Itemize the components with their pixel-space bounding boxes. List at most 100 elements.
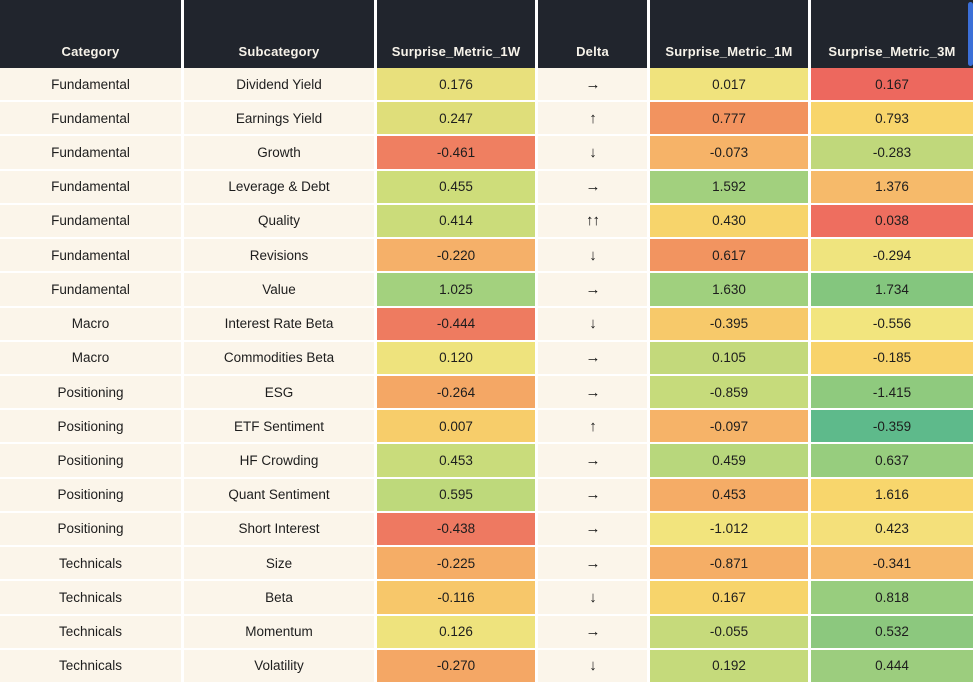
category-cell: Fundamental — [0, 102, 184, 137]
metric-3m-cell: 1.616 — [811, 478, 973, 513]
category-cell: Fundamental — [0, 68, 184, 103]
metric-1w-cell: -0.264 — [377, 375, 538, 411]
metric-1w-cell: 0.007 — [377, 410, 538, 445]
metric-1m-cell: 0.777 — [650, 102, 811, 137]
metric-1m-cell: -0.859 — [650, 375, 811, 411]
metric-1m-cell: -0.055 — [650, 615, 811, 650]
subcategory-cell: Size — [184, 547, 377, 582]
table-row: Technicals Beta -0.116 ↓ 0.167 0.818 — [0, 581, 973, 616]
delta-cell: → — [538, 68, 650, 103]
table-row: Positioning ESG -0.264 → -0.859 -1.415 — [0, 375, 973, 411]
delta-cell: → — [538, 615, 650, 650]
metric-1m-cell: 1.592 — [650, 170, 811, 205]
delta-cell: → — [538, 273, 650, 308]
subcategory-cell: Growth — [184, 136, 377, 171]
metric-1m-cell: -0.395 — [650, 307, 811, 342]
metric-3m-cell: 0.532 — [811, 615, 973, 650]
metric-1w-cell: 1.025 — [377, 273, 538, 308]
delta-cell: ↑↑ — [538, 204, 650, 240]
delta-cell: ↑ — [538, 410, 650, 445]
metric-3m-cell: -0.294 — [811, 239, 973, 274]
subcategory-cell: Value — [184, 273, 377, 308]
table-row: Fundamental Earnings Yield 0.247 ↑ 0.777 0.79… — [0, 102, 973, 137]
subcategory-cell: Quant Sentiment — [184, 478, 377, 513]
subcategory-cell: Interest Rate Beta — [184, 307, 377, 342]
metric-3m-cell: 1.734 — [811, 273, 973, 308]
metric-1m-cell: 1.630 — [650, 273, 811, 308]
metric-1w-cell: -0.270 — [377, 649, 538, 684]
subcategory-cell: Beta — [184, 581, 377, 616]
table-row: Technicals Size -0.225 → -0.871 -0.341 — [0, 547, 973, 582]
category-cell: Fundamental — [0, 136, 184, 171]
metric-1w-cell: 0.126 — [377, 615, 538, 650]
metric-3m-cell: 0.038 — [811, 204, 973, 240]
table-body: Fundamental Dividend Yield 0.176 → 0.017 0.16… — [0, 68, 973, 684]
table-row: Technicals Volatility -0.270 ↓ 0.192 0.444 — [0, 649, 973, 684]
category-cell: Positioning — [0, 512, 184, 548]
category-cell: Positioning — [0, 478, 184, 513]
subcategory-cell: ETF Sentiment — [184, 410, 377, 445]
table-row: Technicals Momentum 0.126 → -0.055 0.532 — [0, 615, 973, 650]
category-cell: Positioning — [0, 444, 184, 479]
metric-3m-cell: 0.793 — [811, 102, 973, 137]
metric-1w-cell: -0.220 — [377, 239, 538, 274]
metric-1m-cell: -0.871 — [650, 547, 811, 582]
metric-3m-cell: 0.167 — [811, 68, 973, 103]
metric-1m-cell: -1.012 — [650, 512, 811, 548]
metric-1m-cell: 0.167 — [650, 581, 811, 616]
column-header-subcategory: Subcategory — [184, 0, 377, 68]
category-cell: Fundamental — [0, 273, 184, 308]
subcategory-cell: ESG — [184, 375, 377, 411]
metric-3m-cell: -1.415 — [811, 375, 973, 411]
metric-1w-cell: 0.247 — [377, 102, 538, 137]
metric-1w-cell: -0.116 — [377, 581, 538, 616]
column-header-delta: Delta — [538, 0, 650, 68]
delta-cell: ↓ — [538, 649, 650, 684]
metric-1m-cell: 0.017 — [650, 68, 811, 103]
metric-3m-cell: -0.341 — [811, 547, 973, 582]
metric-1w-cell: 0.414 — [377, 204, 538, 240]
delta-cell: → — [538, 341, 650, 376]
table-header-row: Category Subcategory Surprise_Metric_1W … — [0, 0, 973, 68]
table-row: Positioning ETF Sentiment 0.007 ↑ -0.097 -0.3… — [0, 410, 973, 445]
table-row: Fundamental Leverage & Debt 0.455 → 1.592 1.3… — [0, 170, 973, 205]
subcategory-cell: Revisions — [184, 239, 377, 274]
delta-cell: ↓ — [538, 581, 650, 616]
category-cell: Technicals — [0, 547, 184, 582]
category-cell: Fundamental — [0, 204, 184, 240]
metric-3m-cell: 0.637 — [811, 444, 973, 479]
metric-1w-cell: 0.120 — [377, 341, 538, 376]
table-row: Fundamental Growth -0.461 ↓ -0.073 -0.283 — [0, 136, 973, 171]
column-header-surprise-3m: Surprise_Metric_3M — [811, 0, 973, 68]
column-header-category: Category — [0, 0, 184, 68]
table-row: Macro Commodities Beta 0.120 → 0.105 -0.185 — [0, 341, 973, 376]
delta-cell: → — [538, 547, 650, 582]
metric-1w-cell: 0.455 — [377, 170, 538, 205]
metric-1w-cell: -0.461 — [377, 136, 538, 171]
metric-1m-cell: 0.192 — [650, 649, 811, 684]
delta-cell: → — [538, 444, 650, 479]
delta-cell: ↓ — [538, 239, 650, 274]
category-cell: Positioning — [0, 375, 184, 411]
metric-1m-cell: -0.097 — [650, 410, 811, 445]
metric-1m-cell: 0.617 — [650, 239, 811, 274]
subcategory-cell: Leverage & Debt — [184, 170, 377, 205]
table-row: Macro Interest Rate Beta -0.444 ↓ -0.395 -0.5… — [0, 307, 973, 342]
metric-1m-cell: 0.459 — [650, 444, 811, 479]
metric-1w-cell: 0.453 — [377, 444, 538, 479]
metric-1m-cell: 0.430 — [650, 204, 811, 240]
metric-1w-cell: 0.176 — [377, 68, 538, 103]
column-header-surprise-1w: Surprise_Metric_1W — [377, 0, 538, 68]
metric-1m-cell: -0.073 — [650, 136, 811, 171]
table-row: Fundamental Quality 0.414 ↑↑ 0.430 0.038 — [0, 204, 973, 240]
table-row: Positioning Quant Sentiment 0.595 → 0.453 1.6… — [0, 478, 973, 513]
metric-3m-cell: 0.423 — [811, 512, 973, 548]
vertical-scrollbar-thumb[interactable] — [968, 2, 973, 66]
category-cell: Macro — [0, 307, 184, 342]
subcategory-cell: Short Interest — [184, 512, 377, 548]
metric-1w-cell: -0.438 — [377, 512, 538, 548]
metric-1w-cell: -0.444 — [377, 307, 538, 342]
category-cell: Positioning — [0, 410, 184, 445]
delta-cell: ↓ — [538, 307, 650, 342]
category-cell: Technicals — [0, 649, 184, 684]
